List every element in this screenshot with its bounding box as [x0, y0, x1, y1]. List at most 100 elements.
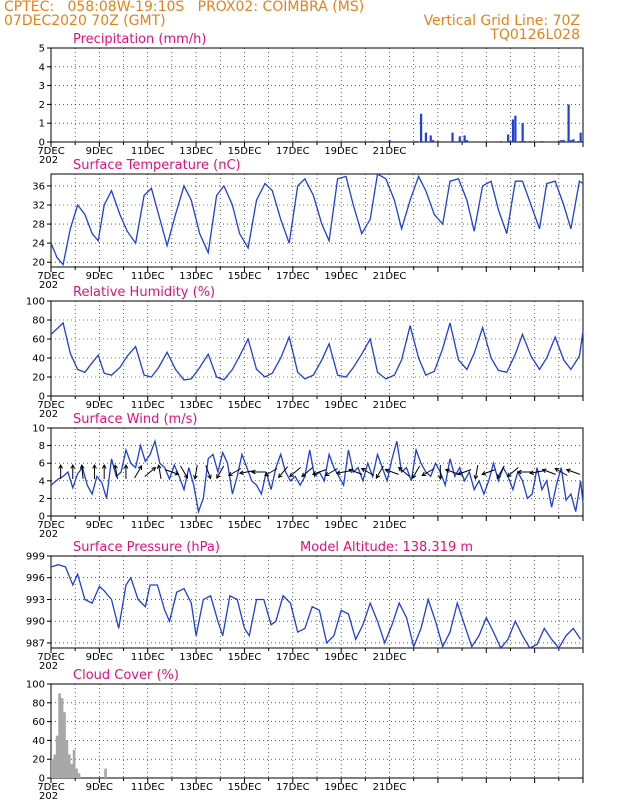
y-tick-label: 2	[39, 494, 45, 505]
wind-arrow-head	[360, 467, 366, 473]
wind-arrow-shaft	[312, 469, 327, 475]
wind-arrow-head	[92, 463, 97, 469]
x-tick-label: 19DEC	[324, 146, 358, 157]
precip-bar	[371, 141, 374, 142]
wind-arrow-shaft	[385, 469, 399, 475]
y-tick-label: 20	[32, 373, 45, 384]
x-tick-label: 9DEC	[86, 146, 113, 157]
y-tick-label: 100	[26, 297, 45, 308]
wind-arrow-shaft	[301, 467, 314, 477]
precip-bar	[451, 132, 454, 142]
wind-arrow-head	[375, 474, 381, 479]
panel-frame	[50, 173, 584, 268]
wind-arrow-head	[123, 463, 129, 469]
x-tick-label: 15DEC	[228, 146, 262, 157]
header-station: CPTEC: 058:08W-19:10S PROX02: COIMBRA (M…	[4, 0, 365, 15]
precip-bar	[419, 113, 423, 142]
wind-arrow-shaft	[474, 465, 479, 479]
y-tick-label: 60	[32, 335, 45, 346]
y-tick-label: 80	[32, 316, 45, 327]
x-tick-label: 9DEC	[86, 520, 113, 531]
x-tick-label: 15DEC	[228, 782, 262, 793]
panel-title: Relative Humidity (%)	[73, 285, 215, 300]
x-tick-label: 17DEC	[276, 782, 310, 793]
y-tick-label: 100	[26, 680, 45, 691]
wind-arrow-shaft	[114, 465, 118, 479]
y-tick-label: 993	[26, 595, 45, 606]
wind-arrow-head	[289, 472, 294, 478]
precip-bar	[424, 132, 428, 142]
wind-arrow-shaft	[158, 465, 162, 479]
x-tick-label: 11DEC	[131, 652, 165, 663]
y-tick-label: 4	[39, 476, 45, 487]
precip-bar	[296, 141, 299, 142]
precip-bar	[432, 140, 435, 142]
panel-title: Surface Pressure (hPa)	[73, 540, 220, 555]
y-tick-label: 60	[32, 717, 45, 728]
wind-arrow-shaft	[361, 468, 375, 476]
x-tick-label: 13DEC	[179, 520, 213, 531]
x-tick-label: 7DEC	[37, 271, 64, 282]
wind-arrow-shaft	[481, 469, 496, 475]
y-tick-label: 0	[39, 774, 45, 785]
wind-arrow-shaft	[530, 470, 545, 474]
wind-arrow-head	[529, 470, 535, 475]
precip-bar	[463, 135, 466, 142]
x-tick-label: 19DEC	[324, 271, 358, 282]
wind-arrow-head	[421, 471, 427, 477]
wind-arrow-head	[324, 471, 330, 477]
y-tick-label: 40	[32, 736, 45, 747]
cloud-bar	[67, 754, 71, 778]
x-tick-label: 11DEC	[131, 400, 165, 411]
wind-arrow-head	[516, 469, 522, 475]
precip-bar	[388, 140, 391, 142]
x-tick-label: 9DEC	[86, 271, 113, 282]
wind-arrow-head	[397, 466, 403, 472]
wind-arrow-head	[79, 463, 85, 469]
panel-title: Surface Temperature (nC)	[73, 158, 241, 173]
wind-arrow-head	[412, 474, 417, 479]
x-tick-label: 9DEC	[86, 652, 113, 663]
y-tick-label: 0	[39, 512, 45, 523]
x-tick-label: 15DEC	[228, 271, 262, 282]
wind-arrow-shaft	[348, 469, 363, 475]
wind-arrow-head	[101, 463, 107, 469]
wind-arrow-head	[311, 471, 317, 476]
precip-bar	[569, 140, 573, 142]
wind-arrow-head	[151, 466, 157, 472]
wind-arrow-head	[437, 475, 443, 481]
wind-arrow-head	[207, 474, 212, 480]
x-tick-label: 19DEC	[324, 400, 358, 411]
wind-arrow-head	[238, 470, 244, 475]
precip-bar	[577, 141, 580, 142]
y-tick-label: 2	[39, 100, 45, 111]
x-tick-label: 13DEC	[179, 652, 213, 663]
y-tick-label: 6	[39, 459, 45, 470]
cloud-bar	[51, 759, 54, 778]
wind-arrow-head	[565, 468, 571, 473]
series-line	[50, 172, 584, 267]
wind-arrow-head	[216, 474, 221, 479]
cloud-bar	[70, 763, 74, 778]
wind-arrow-shaft	[496, 465, 505, 479]
wind-arrow-shaft	[507, 467, 519, 477]
wind-arrow-shaft	[144, 467, 156, 477]
panel-title: Cloud Cover (%)	[73, 668, 179, 683]
cloud-bar	[58, 693, 61, 778]
header-grid-line: Vertical Grid Line: 70Z	[423, 13, 580, 29]
precip-bar	[523, 141, 527, 142]
wind-arrow-shaft	[239, 470, 254, 474]
wind-arrow-shaft	[216, 465, 225, 479]
x-tick-label: 15DEC	[228, 400, 262, 411]
x-corner-label: 202	[39, 155, 58, 166]
x-tick-label: 21DEC	[373, 400, 407, 411]
wind-arrow-shaft	[264, 468, 278, 476]
x-tick-label: 11DEC	[131, 520, 165, 531]
x-tick-label: 13DEC	[179, 400, 213, 411]
y-tick-label: 20	[32, 258, 45, 269]
cloud-bar	[60, 698, 64, 778]
precip-bar	[514, 115, 517, 142]
x-tick-label: 21DEC	[373, 271, 407, 282]
x-tick-label: 9DEC	[86, 400, 113, 411]
